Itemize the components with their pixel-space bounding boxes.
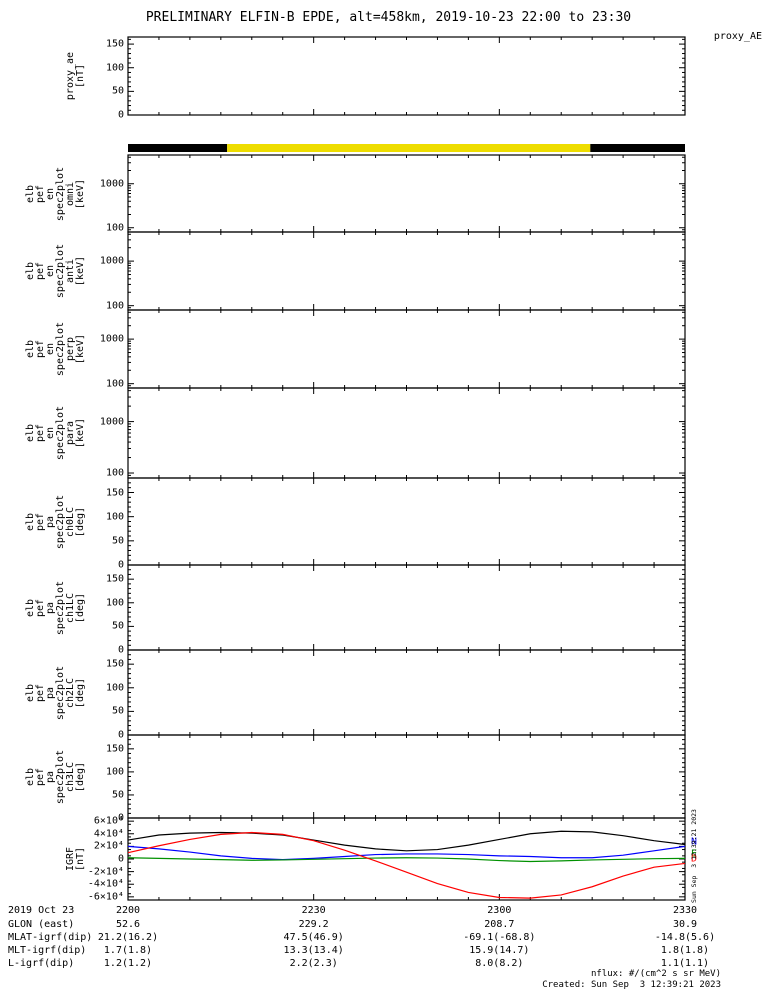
axis-row-value: 8.0(8.2) bbox=[475, 958, 524, 969]
series-D bbox=[127, 831, 686, 899]
axis-row-value: 1.2(1.2) bbox=[103, 958, 153, 969]
panel-frame bbox=[127, 477, 686, 566]
y-tick-label: 150 bbox=[105, 573, 124, 585]
y-tick-label: -2×10⁴ bbox=[87, 866, 124, 878]
axis-row-value: 52.6 bbox=[115, 919, 141, 930]
axis-row-label: GLON (east) bbox=[8, 919, 75, 930]
axis-row-value: 15.9(14.7) bbox=[469, 945, 530, 956]
y-tick-label: 100 bbox=[105, 682, 124, 694]
y-tick-label: 100 bbox=[105, 222, 124, 234]
axis-row-value: 47.5(46.9) bbox=[283, 932, 344, 943]
panel-frame bbox=[127, 734, 686, 819]
series-N bbox=[127, 845, 686, 861]
y-tick-label: 50 bbox=[111, 705, 124, 717]
axis-row-label: MLT-igrf(dip) bbox=[8, 945, 87, 956]
y-tick-label: 150 bbox=[105, 743, 124, 755]
proxy-ae-legend-label: proxy_AE bbox=[713, 31, 762, 42]
y-tick-label: 50 bbox=[111, 620, 124, 632]
y-tick-label: 50 bbox=[111, 85, 124, 97]
y-tick-label: 150 bbox=[105, 38, 124, 50]
y-tick-label: 0 bbox=[117, 559, 124, 571]
y-tick-label: 1000 bbox=[99, 416, 124, 428]
y-tick-label: 100 bbox=[105, 597, 124, 609]
axis-row-value: 13.3(13.4) bbox=[283, 945, 344, 956]
panel-ylabel-igrf: IGRF [nT] bbox=[65, 846, 86, 872]
y-tick-label: 2×10⁴ bbox=[93, 840, 124, 852]
y-tick-label: 1000 bbox=[99, 255, 124, 267]
y-tick-label: 1000 bbox=[99, 333, 124, 345]
y-tick-label: 0 bbox=[117, 729, 124, 741]
plot-title: PRELIMINARY ELFIN-B EPDE, alt=458km, 201… bbox=[145, 10, 632, 25]
y-tick-label: 50 bbox=[111, 789, 124, 801]
y-tick-label: 0 bbox=[117, 109, 124, 121]
axis-row-label: MLAT-igrf(dip) bbox=[8, 932, 93, 943]
y-tick-label: 0 bbox=[117, 812, 124, 824]
y-tick-label: 4×10⁴ bbox=[93, 828, 124, 840]
y-tick-label: 0 bbox=[117, 853, 124, 865]
panel-frame bbox=[127, 387, 686, 479]
nflux-units-note: nflux: #/(cm^2 s sr MeV) bbox=[590, 969, 721, 979]
axis-row-value: 1.7(1.8) bbox=[103, 945, 153, 956]
axis-row-value: 21.2(16.2) bbox=[97, 932, 159, 943]
axis-row-value: 30.9 bbox=[672, 919, 698, 930]
y-tick-label: 100 bbox=[105, 300, 124, 312]
panel-frame bbox=[127, 154, 686, 233]
y-tick-label: 6×10⁴ bbox=[93, 815, 124, 827]
igrf-legend-N: N bbox=[691, 836, 698, 848]
axis-row-value: 2230 bbox=[301, 905, 326, 916]
y-tick-label: 50 bbox=[111, 535, 124, 547]
panel-ylabel-proxy_ae: proxy_ae [nT] bbox=[65, 51, 86, 101]
panel-frame bbox=[127, 309, 686, 389]
axis-row-label: L-igrf(dip) bbox=[8, 958, 75, 969]
status-bar-segment bbox=[128, 144, 228, 152]
axis-row-value: -14.8(5.6) bbox=[654, 932, 716, 943]
panel-frame bbox=[127, 564, 686, 651]
axis-row-value: 2200 bbox=[115, 905, 141, 916]
axis-row-value: 229.2 bbox=[298, 919, 329, 930]
status-bar-segment bbox=[227, 144, 591, 152]
status-bar-segment bbox=[590, 144, 685, 152]
axis-row-value: 1.1(1.1) bbox=[660, 958, 710, 969]
y-tick-label: 150 bbox=[105, 658, 124, 670]
igrf-legend-D: D bbox=[691, 853, 698, 865]
axis-row-value: 208.7 bbox=[484, 919, 515, 930]
y-tick-label: -6×10⁴ bbox=[87, 891, 124, 903]
axis-row-value: -69.1(-68.8) bbox=[463, 932, 536, 943]
igrf-legend-E: E bbox=[691, 848, 698, 860]
axis-row-label: 2019 Oct 23 bbox=[8, 905, 75, 916]
y-tick-label: 100 bbox=[105, 766, 124, 778]
panel-frame bbox=[127, 231, 686, 311]
axis-row-value: 2330 bbox=[672, 905, 698, 916]
created-timestamp: Created: Sun Sep 3 12:39:21 2023 bbox=[542, 980, 721, 990]
y-tick-label: -4×10⁴ bbox=[87, 878, 124, 890]
y-tick-label: 100 bbox=[105, 378, 124, 390]
y-tick-label: 1000 bbox=[99, 178, 124, 190]
panel-frame bbox=[127, 36, 686, 116]
panel-frame bbox=[127, 649, 686, 736]
y-tick-label: 150 bbox=[105, 487, 124, 498]
series-E bbox=[127, 857, 686, 863]
axis-row-value: 1.8(1.8) bbox=[660, 945, 710, 956]
y-tick-label: 100 bbox=[105, 511, 124, 523]
axis-row-value: 2300 bbox=[487, 905, 512, 916]
y-tick-label: 100 bbox=[105, 467, 124, 479]
y-tick-label: 100 bbox=[105, 62, 124, 74]
series-B bbox=[127, 830, 686, 852]
axis-row-value: 2.2(2.3) bbox=[289, 958, 338, 969]
side-created-timestamp: Sun Sep 3 12:39:21 2023 bbox=[690, 809, 698, 903]
y-tick-label: 0 bbox=[117, 644, 124, 656]
